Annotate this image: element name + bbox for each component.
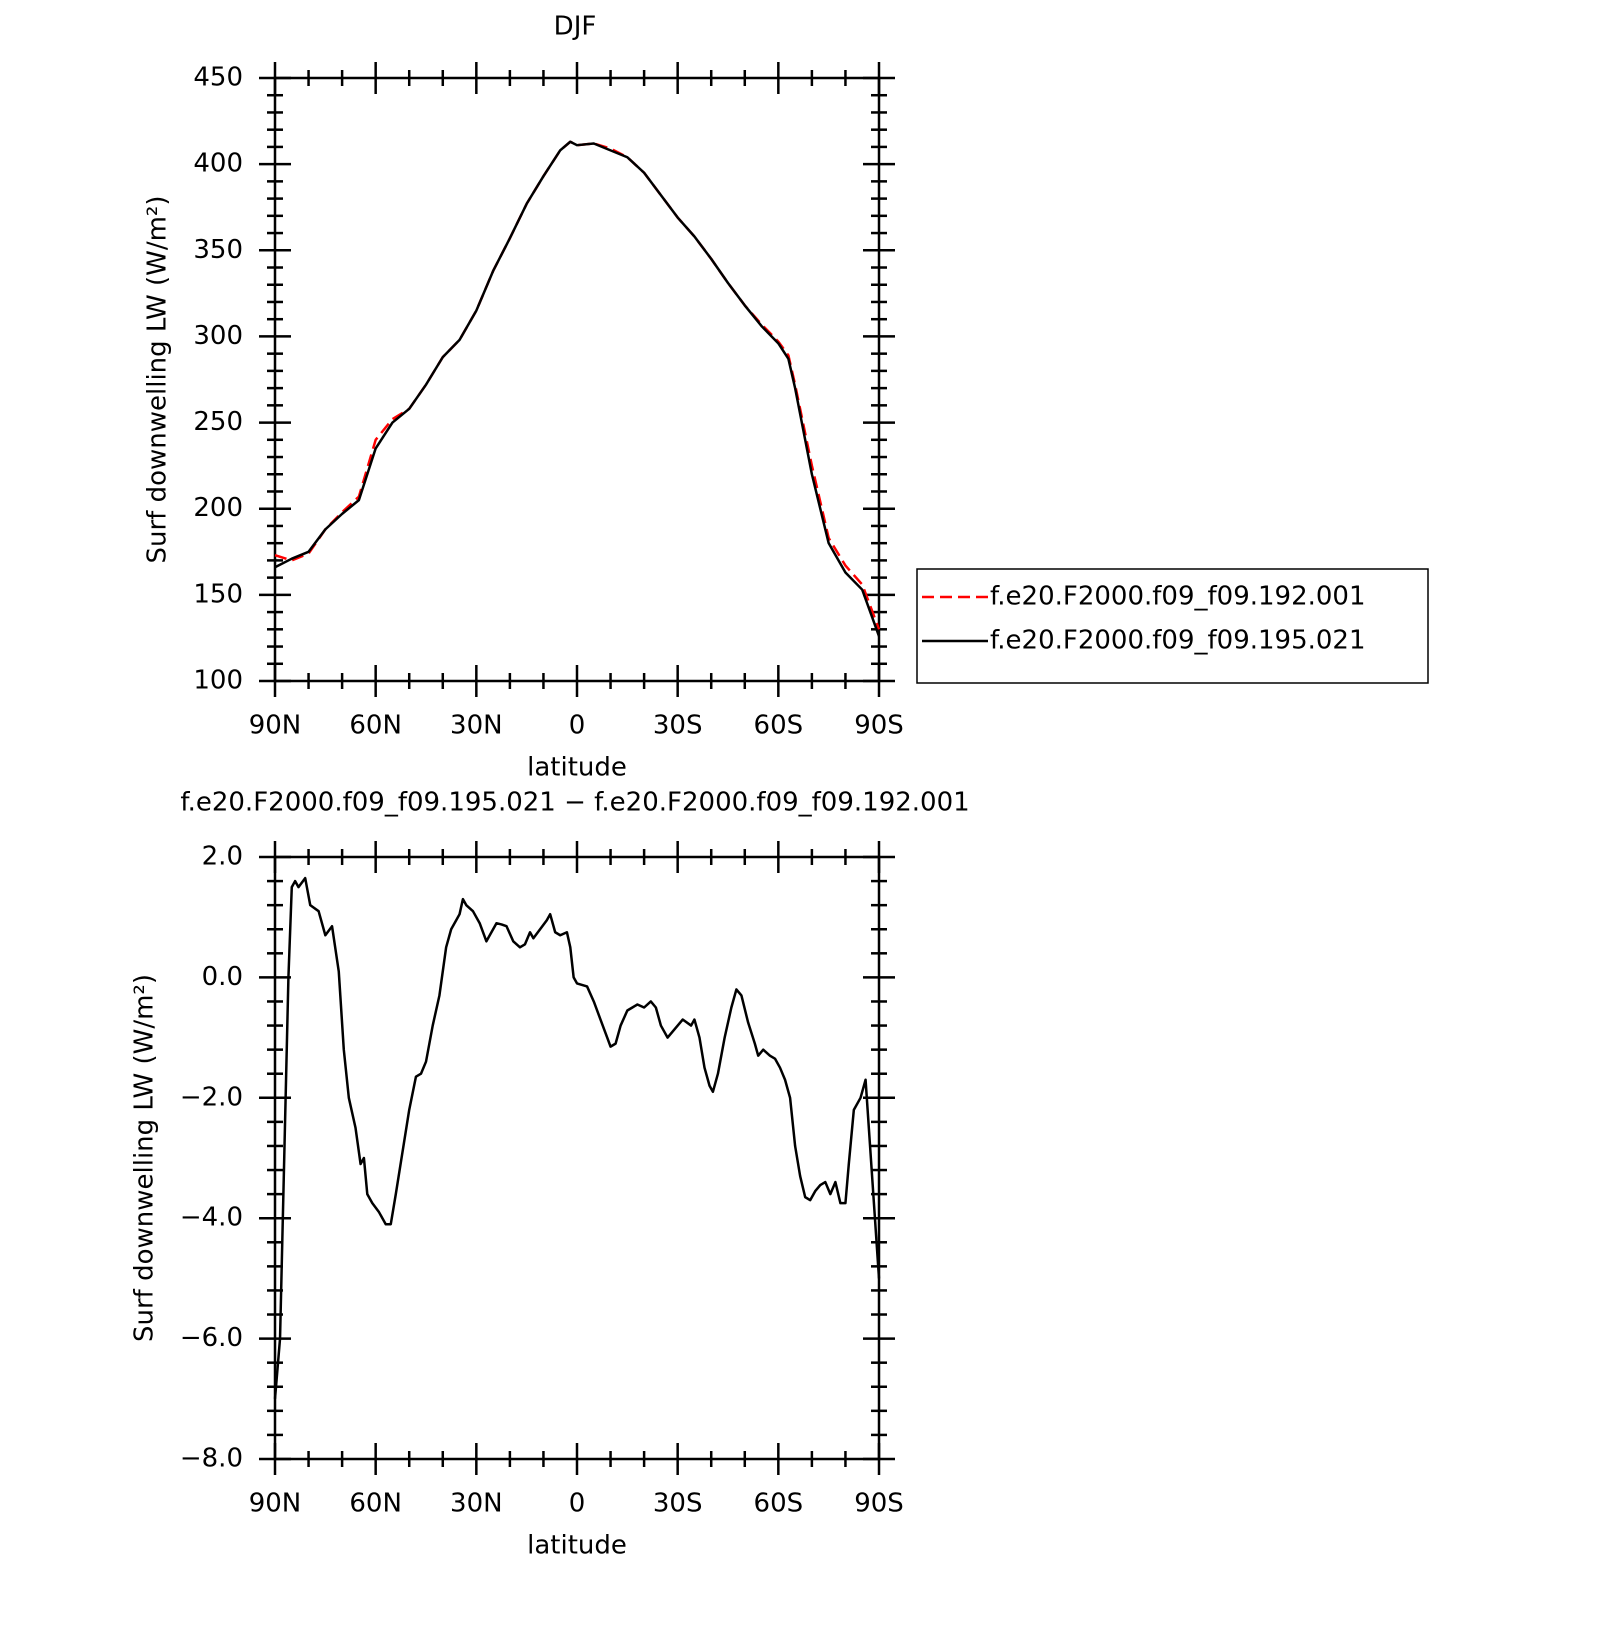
y-tick-label: 350 <box>193 235 243 265</box>
y-tick-label: −4.0 <box>180 1203 243 1233</box>
y-tick-label: 400 <box>193 149 243 179</box>
x-tick-label: 30S <box>653 711 703 741</box>
y-tick-label: 450 <box>193 63 243 93</box>
chart-title: DJF <box>554 12 597 42</box>
y-axis-label: Surf downwelling LW (W/m²) <box>130 974 160 1342</box>
y-tick-label: 150 <box>193 579 243 609</box>
x-tick-label: 60S <box>754 1489 804 1519</box>
x-tick-label: 60N <box>349 711 402 741</box>
x-tick-label: 30S <box>653 1489 703 1519</box>
data-line <box>273 876 881 1399</box>
legend-box <box>916 568 1429 684</box>
plot-frame <box>273 855 881 1461</box>
x-tick-label: 30N <box>450 711 503 741</box>
x-tick-label: 90S <box>854 1489 904 1519</box>
data-line <box>274 140 881 630</box>
x-tick-label: 0 <box>569 711 586 741</box>
y-tick-label: 300 <box>193 321 243 351</box>
x-tick-label: 30N <box>450 1489 503 1519</box>
y-tick-label: 0.0 <box>202 962 243 992</box>
y-tick-label: −2.0 <box>180 1082 243 1112</box>
legend-label: f.e20.F2000.f09_f09.195.021 <box>990 626 1366 656</box>
data-line <box>274 140 881 637</box>
y-tick-label: −6.0 <box>180 1323 243 1353</box>
y-tick-label: 250 <box>193 407 243 437</box>
y-tick-label: −8.0 <box>180 1444 243 1474</box>
legend-label: f.e20.F2000.f09_f09.192.001 <box>990 582 1366 612</box>
y-tick-label: 100 <box>193 666 243 696</box>
y-axis-label: Surf downwelling LW (W/m²) <box>143 196 173 564</box>
x-tick-label: 90N <box>249 1489 302 1519</box>
plot-frame <box>273 76 881 683</box>
x-tick-label: 0 <box>569 1489 586 1519</box>
y-tick-label: 200 <box>193 493 243 523</box>
x-axis-label: latitude <box>527 1531 627 1561</box>
x-tick-label: 60S <box>754 711 804 741</box>
y-tick-label: 2.0 <box>202 842 243 872</box>
x-axis-label: latitude <box>527 753 627 783</box>
chart-title: f.e20.F2000.f09_f09.195.021 − f.e20.F200… <box>180 788 969 818</box>
x-tick-label: 60N <box>349 1489 402 1519</box>
x-tick-label: 90N <box>249 711 302 741</box>
x-tick-label: 90S <box>854 711 904 741</box>
